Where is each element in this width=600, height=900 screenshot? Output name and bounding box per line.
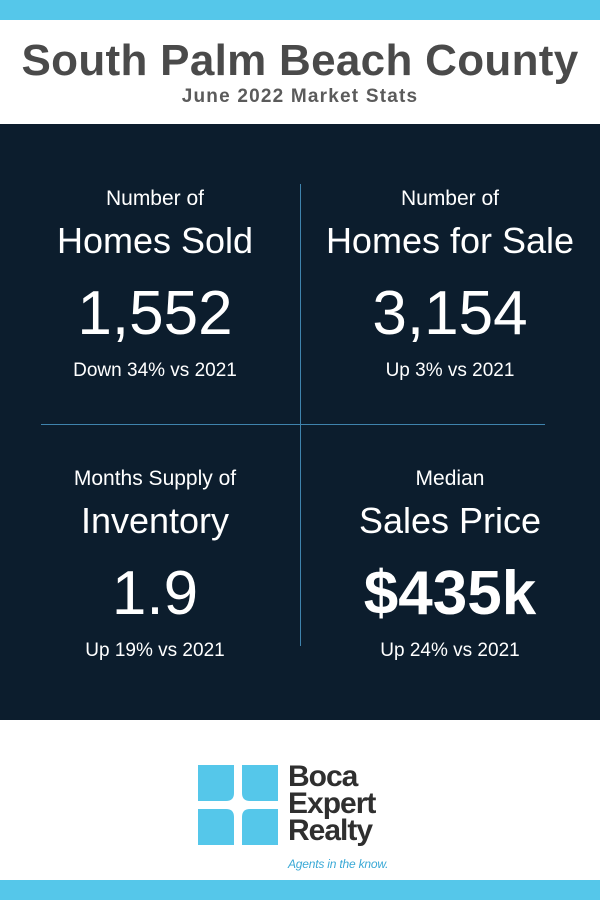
logo-wordmark: Boca Expert Realty — [288, 760, 376, 847]
header: South Palm Beach County June 2022 Market… — [0, 20, 600, 124]
top-accent-bar — [0, 0, 600, 20]
bottom-accent-bar — [0, 880, 600, 900]
logo-line-1: Boca — [288, 760, 358, 793]
vertical-divider — [300, 184, 301, 646]
stat-change: Up 19% vs 2021 — [85, 640, 225, 661]
logo-tagline: Agents in the know. — [288, 857, 389, 871]
stat-label: Sales Price — [358, 500, 542, 541]
stat-label-small: Number of — [105, 187, 205, 210]
stat-label-small: Number of — [400, 187, 500, 210]
logo-line-3: Realty — [288, 814, 373, 847]
logo-squares-icon — [198, 765, 278, 845]
stat-value: 1,552 — [77, 279, 233, 348]
stat-value: 3,154 — [372, 279, 528, 348]
stat-change: Down 34% vs 2021 — [73, 360, 237, 381]
stat-label-small: Median — [415, 467, 485, 490]
page-subtitle: June 2022 Market Stats — [181, 86, 419, 107]
stat-label: Homes for Sale — [325, 220, 575, 261]
stat-label-small: Months Supply of — [73, 467, 237, 490]
stat-value: 1.9 — [111, 559, 199, 628]
stat-change: Up 24% vs 2021 — [380, 640, 520, 661]
company-logo: Boca Expert Realty Agents in the know. — [198, 760, 398, 875]
horizontal-divider — [41, 424, 545, 425]
stat-label: Inventory — [80, 500, 230, 541]
logo-line-2: Expert — [288, 787, 376, 820]
stat-change: Up 3% vs 2021 — [385, 360, 515, 381]
page-title: South Palm Beach County — [21, 36, 579, 85]
stats-panel: Number of Homes Sold 1,552 Down 34% vs 2… — [0, 124, 600, 720]
stat-label: Homes Sold — [56, 220, 254, 261]
stat-value: $435k — [363, 559, 537, 628]
